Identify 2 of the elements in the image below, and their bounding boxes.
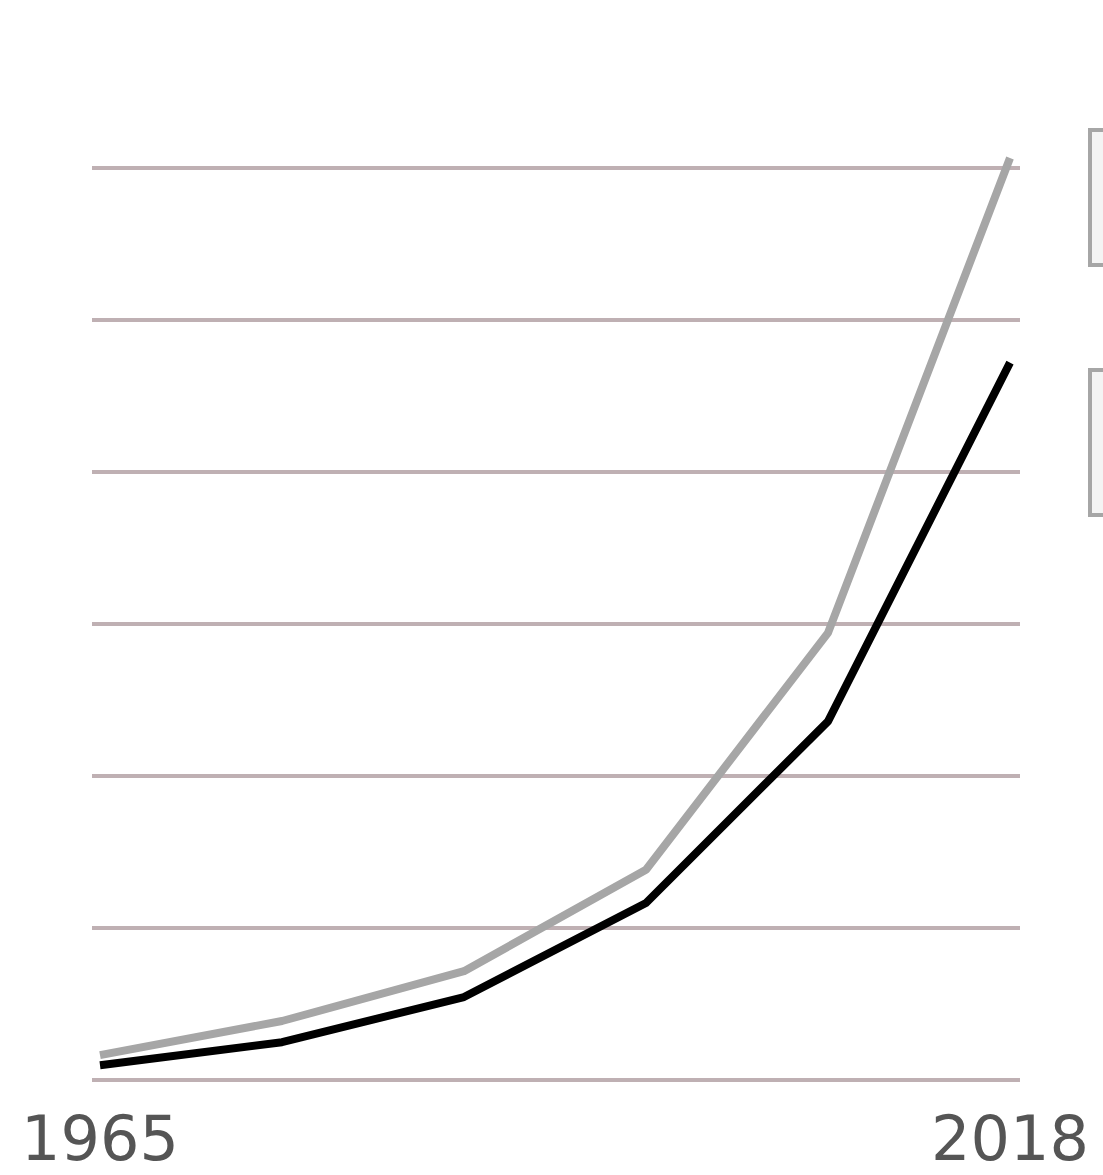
x-tick-label: 1965 <box>21 1102 179 1175</box>
x-tick-label: 2018 <box>931 1102 1089 1175</box>
